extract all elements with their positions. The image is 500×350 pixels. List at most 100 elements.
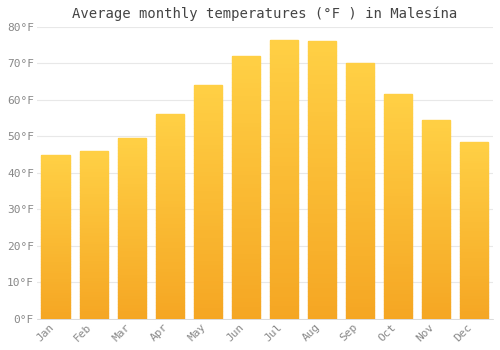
Bar — [346, 132, 374, 136]
Bar — [308, 120, 336, 125]
Bar — [460, 166, 488, 168]
Bar — [118, 304, 146, 307]
Bar — [80, 313, 108, 316]
Bar — [384, 124, 412, 128]
Bar — [156, 114, 184, 319]
Bar — [194, 85, 222, 89]
Bar — [308, 194, 336, 199]
Bar — [156, 114, 184, 118]
Bar — [308, 125, 336, 129]
Bar — [308, 296, 336, 300]
Bar — [118, 186, 146, 189]
Bar — [80, 210, 108, 212]
Bar — [270, 203, 298, 207]
Bar — [460, 245, 488, 248]
Bar — [422, 312, 450, 316]
Bar — [156, 142, 184, 145]
Bar — [346, 97, 374, 102]
Bar — [80, 310, 108, 313]
Bar — [460, 254, 488, 257]
Bar — [118, 219, 146, 223]
Bar — [194, 225, 222, 229]
Bar — [156, 227, 184, 230]
Bar — [42, 215, 70, 218]
Bar — [232, 69, 260, 73]
Bar — [194, 144, 222, 147]
Bar — [156, 251, 184, 254]
Bar — [80, 268, 108, 271]
Bar — [194, 315, 222, 319]
Bar — [422, 272, 450, 276]
Bar — [460, 248, 488, 251]
Bar — [384, 102, 412, 106]
Bar — [346, 144, 374, 148]
Bar — [42, 171, 70, 174]
Bar — [346, 110, 374, 114]
Bar — [460, 145, 488, 148]
Bar — [232, 244, 260, 249]
Bar — [42, 278, 70, 281]
Bar — [156, 121, 184, 125]
Bar — [194, 163, 222, 167]
Bar — [232, 174, 260, 179]
Bar — [118, 259, 146, 262]
Bar — [270, 49, 298, 54]
Bar — [460, 168, 488, 171]
Bar — [346, 315, 374, 319]
Bar — [194, 175, 222, 178]
Bar — [118, 180, 146, 183]
Bar — [232, 104, 260, 108]
Bar — [384, 289, 412, 293]
Bar — [460, 313, 488, 316]
Bar — [346, 217, 374, 221]
Bar — [422, 246, 450, 249]
Bar — [346, 63, 374, 68]
Bar — [232, 201, 260, 205]
Bar — [80, 243, 108, 246]
Bar — [194, 93, 222, 97]
Bar — [422, 296, 450, 299]
Bar — [156, 278, 184, 281]
Bar — [346, 119, 374, 123]
Bar — [460, 210, 488, 213]
Bar — [118, 229, 146, 232]
Bar — [42, 231, 70, 234]
Bar — [156, 186, 184, 189]
Bar — [384, 184, 412, 188]
Bar — [118, 153, 146, 156]
Bar — [422, 156, 450, 160]
Bar — [308, 287, 336, 291]
Bar — [232, 253, 260, 258]
Bar — [270, 272, 298, 277]
Bar — [42, 160, 70, 163]
Bar — [460, 257, 488, 260]
Bar — [422, 249, 450, 253]
Bar — [384, 315, 412, 319]
Bar — [156, 196, 184, 200]
Bar — [346, 114, 374, 119]
Bar — [346, 230, 374, 234]
Bar — [194, 268, 222, 272]
Bar — [422, 163, 450, 166]
Bar — [346, 221, 374, 225]
Bar — [460, 236, 488, 239]
Bar — [270, 128, 298, 133]
Bar — [384, 266, 412, 270]
Bar — [308, 102, 336, 106]
Bar — [42, 311, 70, 313]
Bar — [422, 266, 450, 269]
Bar — [118, 138, 146, 141]
Bar — [80, 266, 108, 268]
Bar — [80, 274, 108, 277]
Bar — [232, 144, 260, 148]
Bar — [232, 223, 260, 227]
Bar — [270, 268, 298, 272]
Bar — [346, 85, 374, 89]
Bar — [346, 102, 374, 106]
Bar — [308, 305, 336, 310]
Bar — [346, 161, 374, 166]
Bar — [156, 203, 184, 206]
Bar — [80, 252, 108, 254]
Bar — [232, 170, 260, 174]
Bar — [194, 245, 222, 249]
